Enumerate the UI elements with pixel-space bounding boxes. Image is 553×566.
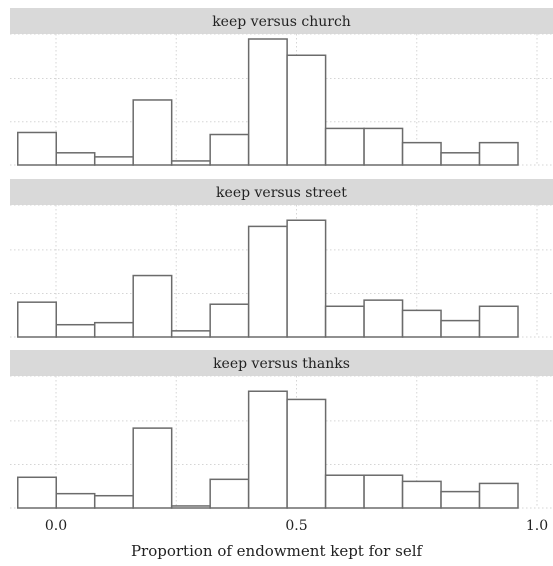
x-tick-label: 0.0 bbox=[45, 518, 67, 534]
histogram-bar bbox=[93, 494, 134, 509]
histogram-bar bbox=[17, 131, 57, 166]
facet-strip bbox=[10, 179, 553, 205]
histogram-bar bbox=[170, 160, 211, 166]
histogram-bar bbox=[363, 299, 404, 338]
histogram-bar bbox=[93, 156, 134, 166]
histogram-bar bbox=[324, 305, 365, 338]
histogram-bar bbox=[132, 99, 173, 166]
histogram-bar bbox=[363, 474, 404, 509]
histogram-bar bbox=[132, 274, 173, 338]
histogram-bar bbox=[286, 219, 327, 338]
histogram-bar bbox=[286, 54, 327, 166]
histogram-bar bbox=[401, 480, 442, 509]
histogram-bar bbox=[55, 323, 96, 338]
histogram-bar bbox=[440, 152, 481, 166]
histogram-bar bbox=[55, 152, 96, 166]
histogram-bar bbox=[209, 303, 250, 338]
facet-panel: keep versus street bbox=[10, 179, 553, 338]
facet-title: keep versus thanks bbox=[213, 356, 350, 372]
facet-strip bbox=[10, 8, 553, 34]
histogram-bar bbox=[401, 141, 442, 166]
histogram-bar bbox=[324, 474, 365, 509]
histogram-bar bbox=[132, 427, 173, 509]
histogram-bar bbox=[478, 482, 519, 509]
histogram-bar bbox=[286, 398, 327, 509]
facet-strip bbox=[10, 350, 553, 376]
histogram-bar bbox=[247, 390, 288, 509]
histogram-bar bbox=[170, 505, 211, 509]
facet-title: keep versus street bbox=[216, 185, 347, 201]
x-tick-label: 1.0 bbox=[526, 518, 548, 534]
histogram-bar bbox=[209, 478, 250, 509]
histogram-bar bbox=[478, 141, 519, 166]
histogram-bar bbox=[17, 476, 57, 509]
histogram-bar bbox=[440, 490, 481, 509]
histogram-bar bbox=[401, 309, 442, 338]
x-axis-title: Proportion of endowment kept for self bbox=[130, 542, 423, 560]
histogram-bar bbox=[363, 127, 404, 166]
x-tick-label: 0.5 bbox=[285, 518, 307, 534]
facet-title: keep versus church bbox=[212, 14, 351, 30]
histogram-bar bbox=[247, 38, 288, 166]
histogram-bar bbox=[440, 319, 481, 338]
histogram-bar bbox=[324, 127, 365, 166]
facet-panel: keep versus church bbox=[10, 8, 553, 166]
histogram-bar bbox=[17, 301, 57, 338]
histogram-bar bbox=[209, 133, 250, 166]
histogram-bar bbox=[170, 330, 211, 338]
facet-panel: keep versus thanks bbox=[10, 350, 553, 509]
histogram-bar bbox=[93, 321, 134, 338]
histogram-bar bbox=[55, 492, 96, 509]
histogram-bar bbox=[478, 305, 519, 338]
histogram-bar bbox=[247, 225, 288, 338]
